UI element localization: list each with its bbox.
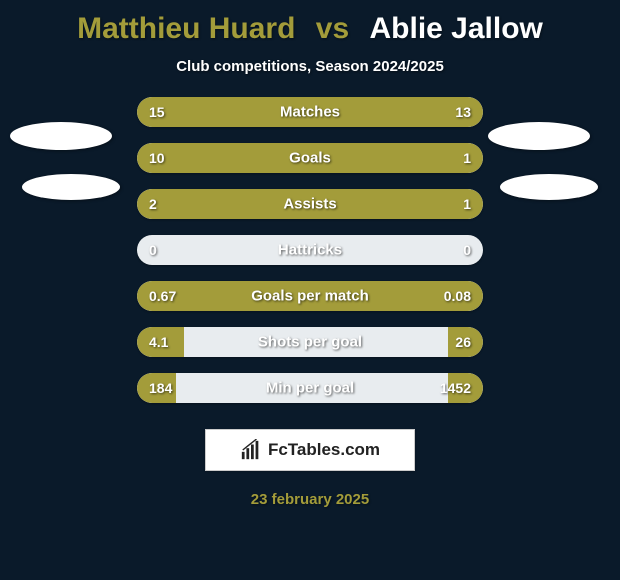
subtitle: Club competitions, Season 2024/2025	[0, 58, 620, 75]
avatar-ellipse	[10, 122, 112, 150]
stat-value-right: 1452	[440, 380, 471, 396]
stat-value-left: 15	[149, 104, 165, 120]
comparison-infographic: Matthieu Huard vs Ablie Jallow Club comp…	[0, 0, 620, 580]
stat-value-right: 0.08	[444, 288, 471, 304]
stat-value-left: 0	[149, 242, 157, 258]
stat-value-right: 1	[463, 150, 471, 166]
stat-label: Shots per goal	[258, 334, 362, 351]
stat-value-right: 1	[463, 196, 471, 212]
vs-text: vs	[316, 12, 349, 45]
stat-value-left: 10	[149, 150, 165, 166]
stat-value-right: 26	[455, 334, 471, 350]
stat-value-left: 2	[149, 196, 157, 212]
stat-row: 10 Goals 1	[137, 143, 483, 173]
stat-value-right: 0	[463, 242, 471, 258]
bar-left-fill	[137, 143, 403, 173]
stat-value-right: 13	[455, 104, 471, 120]
stat-value-left: 0.67	[149, 288, 176, 304]
stat-row: 2 Assists 1	[137, 189, 483, 219]
stat-row: 4.1 Shots per goal 26	[137, 327, 483, 357]
avatar-ellipse	[22, 174, 120, 200]
avatar-ellipse	[488, 122, 590, 150]
stat-label: Goals per match	[251, 288, 369, 305]
stat-row: 0.67 Goals per match 0.08	[137, 281, 483, 311]
stat-value-left: 184	[149, 380, 172, 396]
page-title: Matthieu Huard vs Ablie Jallow	[0, 12, 620, 46]
stat-row: 0 Hattricks 0	[137, 235, 483, 265]
avatar-ellipse	[500, 174, 598, 200]
stat-label: Assists	[283, 196, 336, 213]
stat-label: Hattricks	[278, 242, 342, 259]
stat-label: Min per goal	[266, 380, 354, 397]
stat-label: Matches	[280, 104, 340, 121]
brand-text: FcTables.com	[268, 440, 380, 460]
player2-name: Ablie Jallow	[370, 12, 543, 45]
stat-row: 184 Min per goal 1452	[137, 373, 483, 403]
stat-label: Goals	[289, 150, 331, 167]
chart-icon	[240, 439, 262, 461]
footer-date: 23 february 2025	[0, 491, 620, 508]
player1-name: Matthieu Huard	[77, 12, 295, 45]
stat-row: 15 Matches 13	[137, 97, 483, 127]
brand-logo: FcTables.com	[205, 429, 415, 471]
stat-value-left: 4.1	[149, 334, 168, 350]
